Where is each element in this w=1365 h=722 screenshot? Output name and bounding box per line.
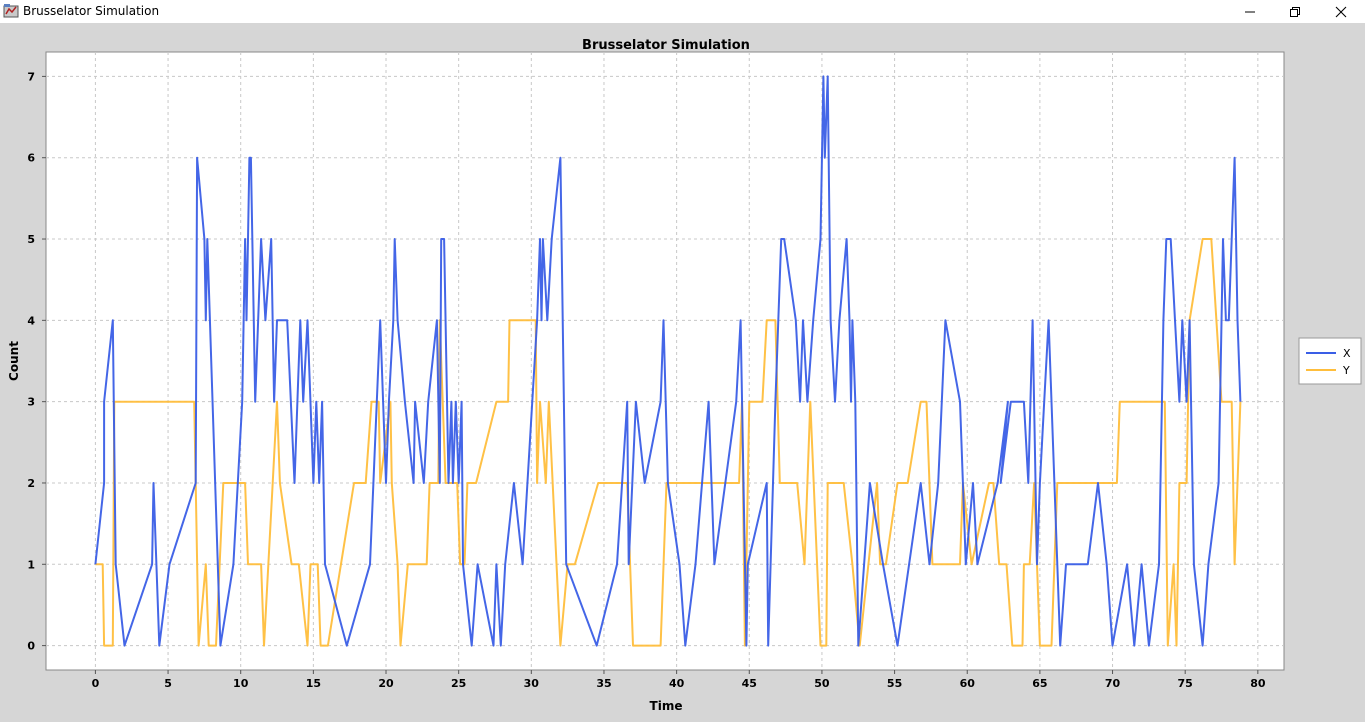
- close-button[interactable]: [1318, 0, 1364, 23]
- x-tick-label: 15: [306, 677, 321, 690]
- x-tick-label: 5: [164, 677, 172, 690]
- x-tick-label: 80: [1250, 677, 1266, 690]
- chart-title: Brusselator Simulation: [582, 38, 750, 53]
- y-tick-label: 1: [27, 558, 35, 571]
- y-tick-label: 6: [27, 152, 35, 165]
- minimize-icon: [1245, 11, 1255, 12]
- series-x-line: [94, 75, 1242, 647]
- series-lines: [94, 75, 1242, 647]
- y-tick-label: 2: [27, 477, 35, 490]
- chart-panel: Brusselator Simulation 0 5 10 15 20 25 30 35 40 4…: [0, 23, 1365, 718]
- y-tick-label: 4: [27, 314, 35, 327]
- x-tick-label: 20: [378, 677, 394, 690]
- x-axis-label: Time: [650, 699, 683, 713]
- legend-x-label: X: [1343, 347, 1351, 360]
- x-tick-label: 70: [1105, 677, 1121, 690]
- x-tick-label: 10: [233, 677, 249, 690]
- window-title: Brusselator Simulation: [23, 4, 160, 18]
- java-app-icon: [3, 4, 19, 18]
- y-tick-label: 7: [27, 70, 35, 83]
- x-tick-label: 25: [451, 677, 466, 690]
- y-tick-label: 5: [27, 233, 35, 246]
- legend: X Y: [1298, 337, 1362, 385]
- x-tick-label: 55: [887, 677, 902, 690]
- minimize-button[interactable]: [1227, 0, 1273, 23]
- x-tick-label: 50: [814, 677, 830, 690]
- restore-icon: [1290, 6, 1300, 17]
- series-y-line: [95, 238, 1242, 647]
- x-tick-label: 75: [1178, 677, 1193, 690]
- x-tick-label: 0: [92, 677, 100, 690]
- restore-button[interactable]: [1272, 0, 1318, 23]
- x-tick-label: 30: [524, 677, 540, 690]
- chart-svg: Brusselator Simulation 0 5 10 15 20 25 30 35 40 4…: [7, 38, 1362, 713]
- x-tick-label: 40: [669, 677, 685, 690]
- x-tick-label: 65: [1032, 677, 1047, 690]
- y-tick-label: 0: [27, 640, 35, 653]
- x-tick-label: 60: [960, 677, 976, 690]
- legend-box: [1298, 337, 1362, 385]
- window-titlebar: Brusselator Simulation: [0, 0, 1365, 23]
- x-tick-label: 45: [742, 677, 757, 690]
- x-tick-label: 35: [596, 677, 611, 690]
- close-icon: [1335, 6, 1347, 17]
- y-axis-label: Count: [7, 341, 21, 381]
- y-tick-label: 3: [27, 396, 35, 409]
- legend-y-label: Y: [1342, 364, 1350, 377]
